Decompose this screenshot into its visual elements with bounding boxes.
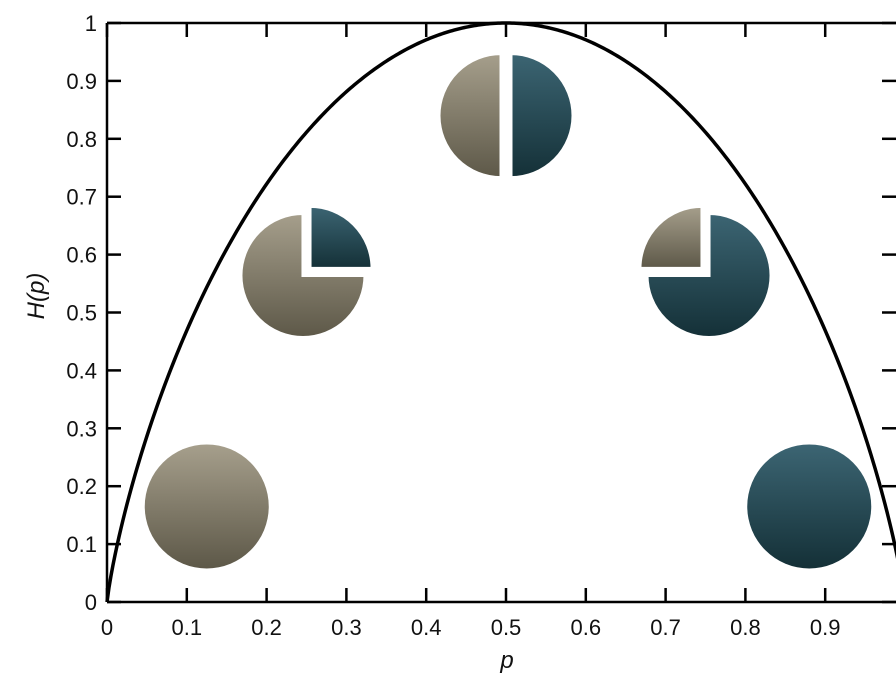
x-tick-label: 0.9	[810, 615, 841, 640]
y-axis-ticks: 0 0.1 0.2 0.3 0.4 0.5 0.6 0.7 0.8 0.9 1	[66, 11, 896, 615]
y-tick-label: 0.6	[66, 243, 97, 268]
pie-glyph	[144, 444, 269, 569]
x-tick-label: 0.2	[251, 615, 282, 640]
y-tick-label: 0.1	[66, 532, 97, 557]
pie-dark-slice	[509, 52, 575, 180]
y-tick-label: 0.4	[66, 358, 97, 383]
x-tick-label: 0.7	[650, 615, 681, 640]
y-tick-label: 0	[85, 590, 97, 615]
pie-light-slice	[144, 444, 269, 569]
y-tick-label: 0.3	[66, 416, 97, 441]
pie-light-slice	[437, 52, 503, 180]
x-tick-label: 0	[101, 615, 113, 640]
x-tick-label: 0.3	[331, 615, 362, 640]
pie-glyph	[747, 444, 872, 569]
pie-glyph	[437, 52, 575, 180]
pie-dark-slice	[308, 204, 374, 270]
pie-glyphs	[144, 52, 872, 569]
y-tick-label: 0.5	[66, 301, 97, 326]
pie-glyph	[638, 204, 773, 340]
x-axis-label: p	[499, 647, 513, 674]
y-tick-label: 0.9	[66, 69, 97, 94]
y-tick-label: 0.7	[66, 185, 97, 210]
pie-light-slice	[638, 204, 704, 270]
y-tick-label: 1	[85, 11, 97, 36]
pie-glyph	[239, 204, 374, 340]
x-tick-label: 0.1	[172, 615, 203, 640]
x-tick-label: 0.6	[571, 615, 602, 640]
y-tick-label: 0.8	[66, 127, 97, 152]
pie-light-slice	[239, 212, 367, 340]
x-tick-label: 0.8	[730, 615, 761, 640]
y-tick-label: 0.2	[66, 474, 97, 499]
pie-dark-slice	[645, 212, 773, 340]
x-tick-label: 0.4	[411, 615, 442, 640]
pie-dark-slice	[747, 444, 872, 569]
x-axis-ticks: 0 0.1 0.2 0.3 0.4 0.5 0.6 0.7 0.8 0.9	[101, 23, 841, 640]
y-axis-label: H(p)	[23, 273, 50, 320]
x-tick-label: 0.5	[491, 615, 522, 640]
